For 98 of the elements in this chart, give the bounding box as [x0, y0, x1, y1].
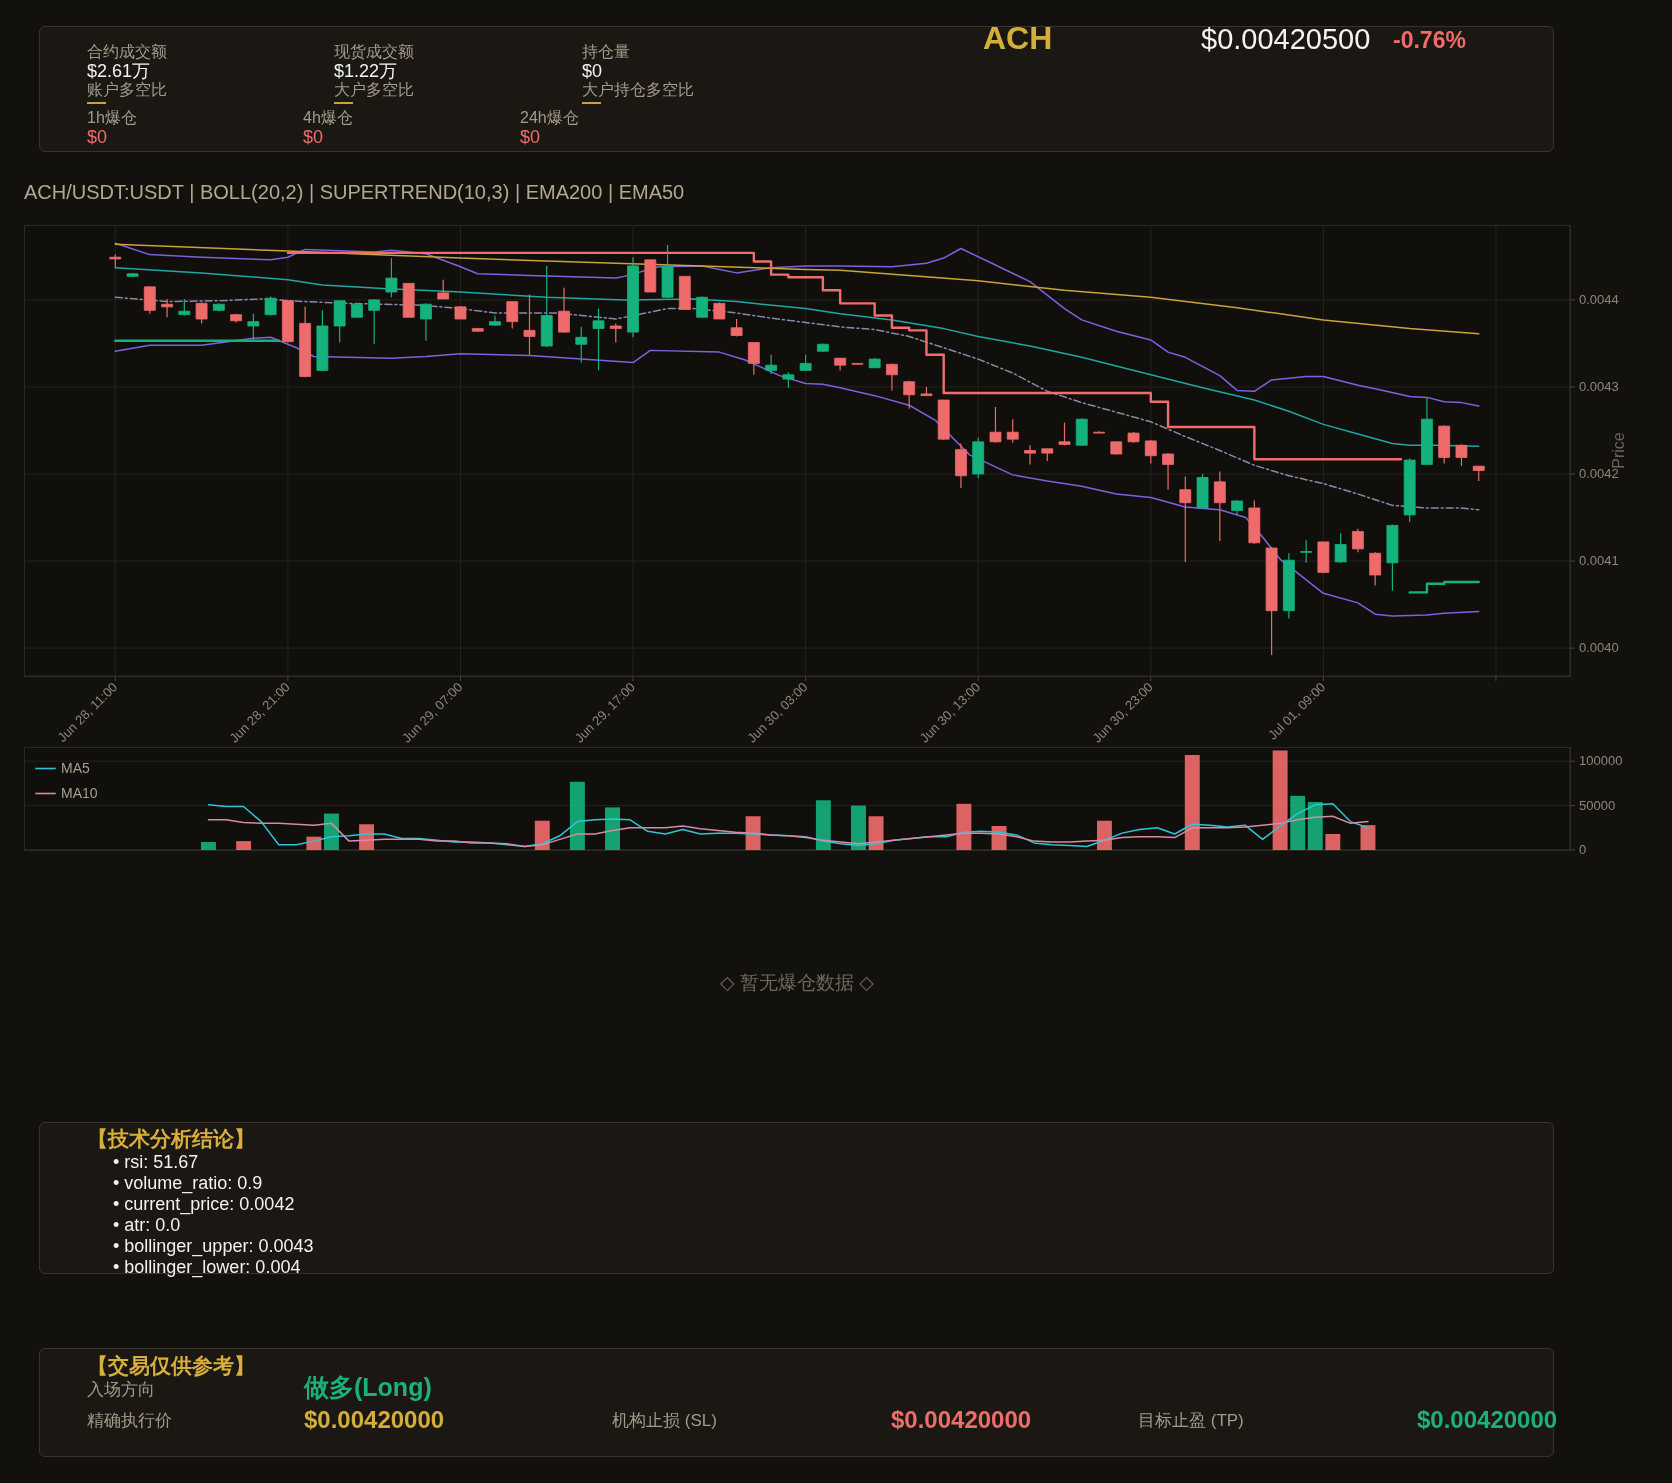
text: $0.00420000 [891, 1406, 1032, 1434]
text: $0 [520, 127, 541, 147]
y-tick-label: 50000 [1579, 797, 1616, 813]
chart-title: ACH/USDT:USDT | BOLL(20,2) | SUPERTREND(10,3) | EMA200 | EMA50 [24, 180, 685, 204]
candlestick [765, 354, 778, 375]
text: • volume_ratio: 0.9 [113, 1173, 263, 1194]
bar [569, 781, 585, 850]
bar [534, 820, 550, 850]
candlestick [558, 287, 570, 334]
bar [605, 807, 620, 850]
bar [1184, 754, 1200, 850]
bar [1272, 750, 1288, 850]
bar [201, 842, 216, 850]
text: 4h爆仓 [303, 109, 353, 127]
text: $0 [87, 127, 108, 147]
y-tick-label: 0 [1579, 842, 1587, 857]
candlestick [1334, 532, 1347, 564]
candlestick [1352, 528, 1364, 553]
bar [1360, 825, 1376, 850]
text: $0.00420000 [1417, 1406, 1558, 1434]
candlestick [1024, 444, 1036, 466]
text: $0 [303, 127, 324, 147]
text: 做多(Long) [304, 1373, 432, 1402]
candlestick [437, 279, 450, 300]
bar [1307, 802, 1323, 850]
candlestick [1213, 470, 1226, 542]
candlestick [368, 298, 381, 345]
bar [868, 816, 884, 850]
text: $0.00420000 [304, 1406, 445, 1434]
legend-label: MA10 [61, 784, 98, 801]
text: 入场方向 [87, 1380, 155, 1400]
bar [236, 841, 252, 850]
text: ACH [983, 20, 1053, 56]
candlestick [523, 294, 536, 356]
text: 大户多空比 [334, 81, 414, 99]
y-tick-label: 0.0040 [1579, 640, 1619, 656]
candlestick [1006, 418, 1019, 444]
candlestick [1369, 551, 1382, 587]
y-axis-title: Price [1609, 432, 1627, 469]
text: 账户多空比 [87, 81, 167, 99]
text: • bollinger_upper: 0.0043 [113, 1236, 314, 1257]
bar [323, 813, 339, 850]
text: • current_price: 0.0042 [113, 1194, 295, 1215]
candlestick [195, 301, 208, 324]
candlestick [609, 322, 622, 344]
candlestick [1300, 539, 1313, 564]
line-series [207, 815, 1369, 848]
candlestick [592, 307, 605, 371]
text: $2.61万 [87, 61, 151, 81]
text: $0 [582, 61, 603, 81]
candlestick [747, 341, 760, 376]
line-series [207, 803, 1369, 848]
text: 持仓量 [582, 43, 630, 61]
candlestick [1162, 452, 1174, 491]
text: $0.00420500 [1201, 22, 1371, 56]
candlestick [1179, 476, 1192, 563]
candlestick [1455, 443, 1468, 467]
candlestick [886, 362, 898, 392]
text: 【技术分析结论】 [87, 1127, 255, 1151]
candlestick [1144, 439, 1157, 465]
text: 24h爆仓 [520, 109, 579, 127]
y-tick-label: 0.0043 [1579, 378, 1619, 394]
text: 机构止损 (SL) [612, 1411, 717, 1431]
bar [745, 816, 761, 850]
bar [1325, 834, 1341, 850]
text: 大户持仓多空比 [582, 81, 694, 99]
text: ◇ 暂无爆仓数据 ◇ [719, 971, 875, 995]
candlestick [989, 406, 1002, 444]
text: 1h爆仓 [87, 109, 137, 127]
text: • rsi: 51.67 [113, 1152, 199, 1173]
legend-label: MA5 [61, 759, 90, 776]
bar [956, 803, 972, 850]
y-tick-label: 100000 [1579, 753, 1623, 769]
text: 目标止盈 (TP) [1138, 1411, 1244, 1431]
candlestick [264, 295, 277, 317]
text: • bollinger_lower: 0.004 [113, 1257, 301, 1278]
bar [815, 800, 831, 850]
text: 【交易仅供参考】 [87, 1354, 255, 1378]
bar [1290, 795, 1306, 850]
bar [851, 805, 866, 850]
text: 精确执行价 [87, 1411, 172, 1431]
candlestick [696, 295, 708, 318]
candlestick [161, 298, 173, 318]
candlestick [385, 257, 398, 298]
candlestick [1093, 430, 1105, 434]
text: 现货成交额 [334, 43, 414, 61]
text: 合约成交额 [87, 43, 167, 61]
y-tick-label: 0.0044 [1579, 291, 1619, 307]
text: $1.22万 [334, 61, 398, 81]
candlestick [420, 302, 432, 342]
candlestick [506, 301, 519, 330]
candlestick [575, 326, 588, 364]
candlestick [143, 286, 156, 315]
text: -0.76% [1393, 26, 1466, 54]
bar [1096, 820, 1112, 850]
text: • atr: 0.0 [113, 1215, 181, 1236]
y-tick-label: 0.0041 [1579, 553, 1619, 569]
candlestick [903, 380, 916, 410]
